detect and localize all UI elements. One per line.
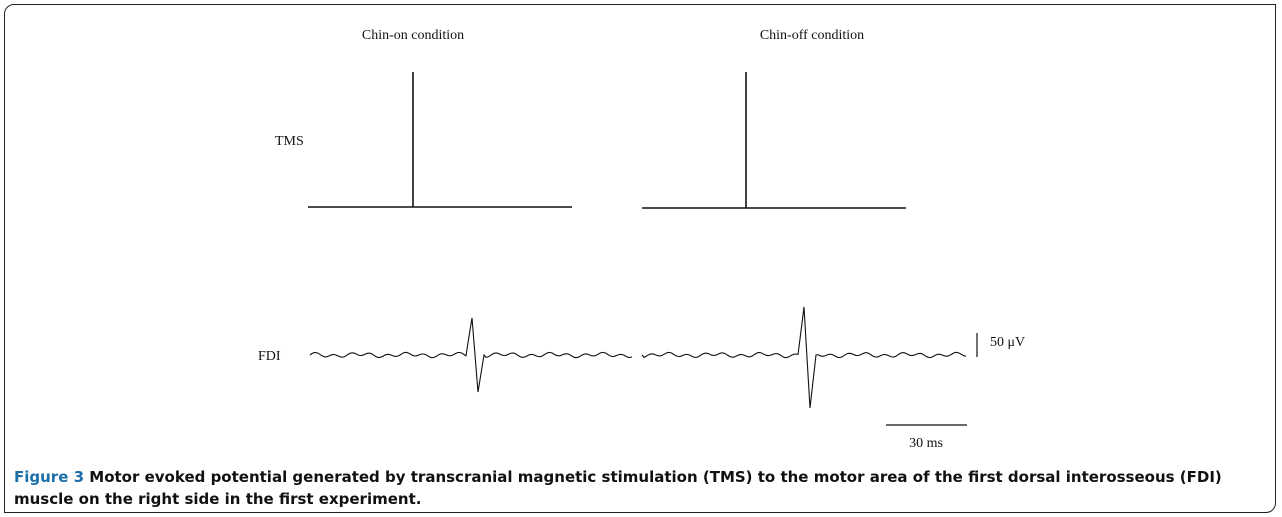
time-label: 30 ms: [909, 436, 943, 451]
figure-frame: [4, 4, 1276, 513]
tms-traces: [308, 72, 906, 209]
caption-text: Motor evoked potential generated by tran…: [14, 468, 1222, 508]
condition-label: Chin-off condition: [760, 28, 864, 43]
condition-label: Chin-on condition: [362, 28, 464, 43]
emg-trace: [309, 317, 633, 393]
amplitude-label: 50 μV: [990, 335, 1025, 350]
row-label: TMS: [275, 134, 304, 149]
caption: Figure 3 Motor evoked potential generate…: [14, 466, 1254, 510]
row-label: FDI: [258, 349, 281, 364]
caption-label: Figure 3: [14, 468, 85, 486]
scale-bars: [886, 333, 978, 426]
emg-trace: [641, 306, 967, 409]
